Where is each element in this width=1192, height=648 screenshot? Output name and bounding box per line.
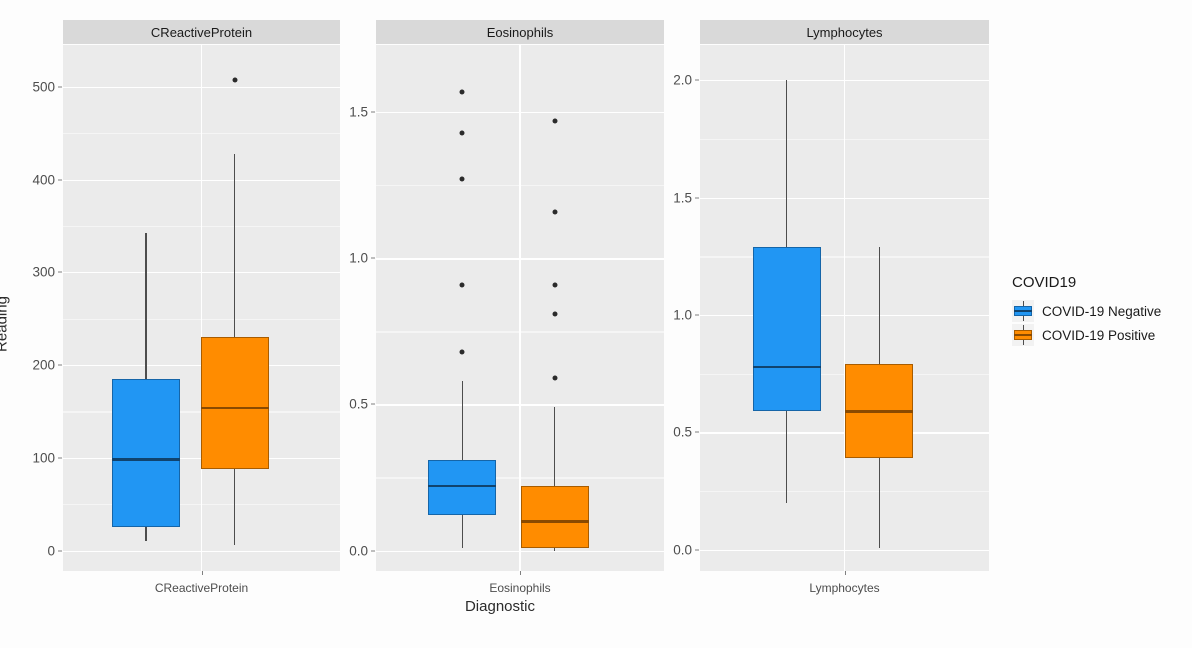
facet-strip-label: Lymphocytes	[700, 20, 989, 44]
boxplot-median-line	[752, 365, 821, 368]
y-axis-tick-label: 0.0	[673, 542, 692, 558]
x-axis-tick-label: Lymphocytes	[809, 581, 880, 595]
boxplot-outlier-point	[552, 311, 558, 317]
facet-panel	[63, 45, 340, 571]
y-axis-tick-label: 0	[47, 543, 55, 559]
x-axis-tick-mark	[201, 571, 203, 575]
y-axis-tick-mark	[371, 550, 375, 552]
x-axis-tick-label: Eosinophils	[489, 581, 551, 595]
y-axis-tick-mark	[58, 364, 62, 366]
x-axis-tick-mark	[520, 571, 521, 575]
boxplot-whisker	[553, 407, 556, 551]
y-axis-tick-mark	[371, 111, 375, 113]
y-axis-tick-mark	[695, 79, 699, 81]
boxplot-outlier-point	[552, 118, 558, 124]
y-axis-tick-mark	[371, 403, 375, 405]
y-axis-tick-label: 0.5	[673, 424, 692, 440]
gridline-vertical	[843, 45, 846, 571]
boxplot-median-line	[200, 406, 269, 409]
boxplot-box	[752, 246, 821, 412]
x-axis-tick-mark	[844, 571, 846, 575]
boxplot-median-line	[845, 410, 914, 413]
y-axis-tick-mark	[371, 257, 375, 259]
boxplot-outlier-point	[552, 282, 558, 288]
y-axis-tick-mark	[695, 431, 699, 433]
y-axis-tick-mark	[58, 457, 62, 459]
boxplot-outlier-point	[459, 176, 465, 182]
facet-strip-label: Eosinophils	[376, 20, 664, 44]
y-axis-tick-label: 400	[32, 172, 55, 187]
y-axis-tick-label: 1.0	[673, 307, 692, 323]
facet-panel	[700, 45, 989, 571]
y-axis-tick-label: 2.0	[673, 72, 692, 88]
x-axis-tick-label: CReactiveProtein	[154, 581, 249, 595]
boxplot-box	[428, 459, 497, 516]
legend-item[interactable]: COVID-19 Negative	[1012, 300, 1161, 322]
gridline-vertical	[200, 45, 203, 571]
boxplot-box	[520, 486, 589, 548]
legend-key-swatch	[1012, 324, 1034, 346]
y-axis-tick-label: 100	[32, 450, 55, 466]
y-axis-tick-mark	[695, 314, 699, 316]
boxplot-outlier-point	[459, 89, 465, 95]
boxplot-median-line	[428, 485, 497, 488]
y-axis-tick-label: 1.5	[673, 190, 692, 206]
boxplot-box	[112, 378, 181, 528]
y-axis-tick-label: 0.0	[349, 543, 368, 559]
y-axis-title: Reading	[0, 296, 11, 352]
legend-items: COVID-19 Negative COVID-19 Positive	[1012, 300, 1161, 346]
y-axis-tick-label: 300	[32, 264, 55, 280]
y-axis-tick-label: 500	[32, 79, 55, 95]
y-axis-tick-mark	[695, 197, 699, 199]
y-axis-tick-mark	[58, 550, 62, 552]
facet-strip-label: CReactiveProtein	[63, 20, 340, 44]
boxplot-median-line	[520, 520, 589, 523]
legend-title: COVID19	[1012, 274, 1077, 291]
legend-key-swatch	[1012, 300, 1034, 322]
legend-item[interactable]: COVID-19 Positive	[1012, 324, 1161, 346]
y-axis-tick-label: 1.5	[349, 104, 368, 120]
y-axis-tick-mark	[58, 271, 62, 273]
boxplot-outlier-point	[552, 375, 558, 381]
boxplot-box	[200, 337, 269, 469]
y-axis-tick-mark	[58, 86, 62, 88]
legend: COVID19 COVID-19 Negative COVID-19 Positi…	[1012, 274, 1161, 348]
y-axis-tick-label: 0.5	[349, 396, 368, 412]
y-axis-tick-mark	[58, 179, 62, 180]
boxplot-outlier-point	[459, 130, 465, 136]
legend-item-label: COVID-19 Positive	[1042, 327, 1156, 343]
boxplot-median-line	[112, 458, 181, 461]
boxplot-outlier-point	[459, 282, 465, 288]
boxplot-outlier-point	[552, 209, 558, 215]
boxplot-outlier-point	[459, 349, 465, 355]
y-axis-tick-mark	[695, 549, 699, 551]
legend-item-label: COVID-19 Negative	[1042, 303, 1162, 319]
y-axis-tick-label: 200	[32, 357, 55, 373]
gridline-vertical	[519, 45, 521, 571]
x-axis-title: Diagnostic	[464, 598, 536, 615]
y-axis-tick-label: 1.0	[349, 250, 368, 266]
facet-panel	[376, 45, 664, 571]
boxplot-outlier-point	[232, 77, 238, 83]
